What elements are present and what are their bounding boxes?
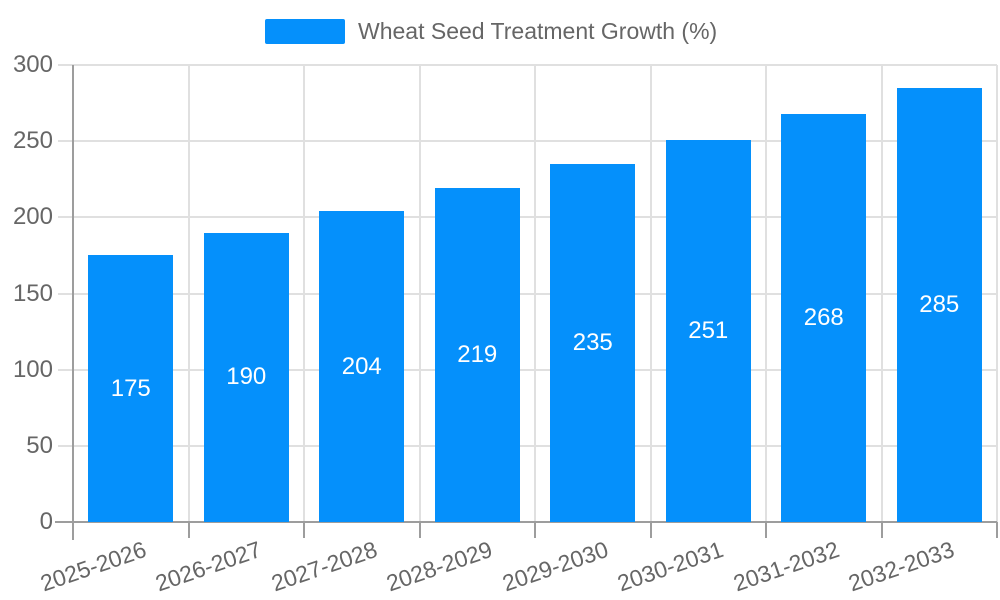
bar [319, 211, 405, 522]
bar [203, 232, 289, 522]
x-axis-line [55, 521, 997, 523]
x-tick-label: 2026-2027 [152, 536, 265, 597]
x-gridline [765, 65, 767, 522]
x-tick [880, 522, 883, 538]
x-gridline [534, 65, 536, 522]
x-tick-label: 2030-2031 [614, 536, 727, 597]
legend-item[interactable]: Wheat Seed Treatment Growth (%) [265, 18, 717, 45]
y-gridline [58, 292, 997, 295]
x-tick-label: 2027-2028 [267, 536, 381, 597]
x-tick-label: 2031-2032 [729, 536, 843, 597]
y-tick-label: 50 [26, 431, 53, 459]
x-gridline [649, 65, 652, 522]
bar [896, 87, 982, 522]
x-gridline [187, 65, 190, 522]
x-gridline [418, 65, 421, 522]
y-tick-label: 200 [12, 203, 53, 231]
x-tick [996, 522, 998, 538]
x-tick-label: 2029-2030 [498, 536, 612, 597]
x-tick [534, 522, 536, 538]
bar-value-label: 268 [803, 303, 844, 331]
x-tick [765, 522, 767, 538]
y-tick-label: 300 [12, 51, 53, 78]
y-gridline [58, 64, 997, 66]
bar-value-label: 219 [457, 341, 498, 369]
y-gridline [58, 368, 997, 371]
y-tick-label: 250 [12, 127, 53, 155]
y-tick-label: 150 [12, 279, 53, 307]
bar-value-label: 285 [919, 290, 960, 318]
x-tick-label: 2032-2033 [845, 536, 958, 597]
y-tick-label: 100 [12, 355, 53, 383]
y-gridline [58, 216, 997, 219]
bar-value-label: 190 [226, 363, 267, 391]
y-axis-line [72, 65, 74, 540]
x-tick [649, 522, 652, 538]
bar [88, 255, 174, 522]
bar-value-label: 204 [341, 352, 382, 380]
x-tick-label: 2028-2029 [383, 536, 496, 597]
bar [665, 139, 751, 522]
bar [434, 188, 520, 522]
legend-swatch-icon [265, 19, 345, 44]
bar-value-label: 235 [572, 329, 613, 356]
bar [550, 164, 636, 522]
y-gridline [58, 140, 997, 143]
x-gridline [996, 65, 998, 522]
bar-value-label: 175 [110, 374, 151, 402]
y-tick-label: 0 [39, 508, 53, 535]
bar-value-label: 251 [688, 316, 729, 344]
legend-label: Wheat Seed Treatment Growth (%) [358, 18, 718, 44]
x-tick [303, 522, 305, 538]
x-tick [187, 522, 190, 538]
x-tick-label: 2025-2026 [36, 536, 150, 597]
y-gridline [58, 444, 997, 447]
x-gridline [303, 65, 305, 522]
x-tick [418, 522, 421, 538]
x-gridline [880, 65, 883, 522]
bar [781, 113, 867, 522]
